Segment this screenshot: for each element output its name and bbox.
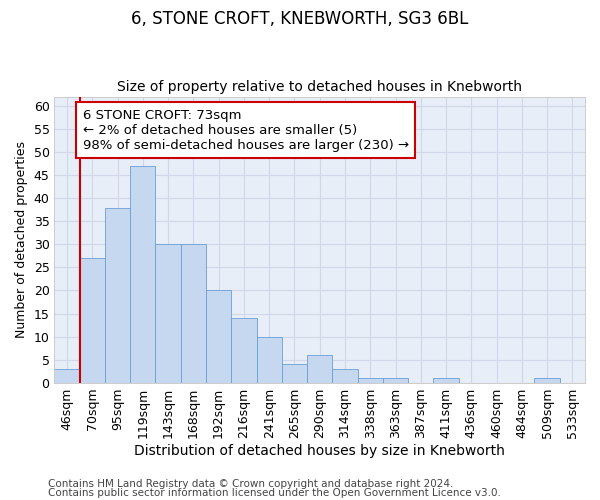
Bar — [130, 166, 155, 382]
Text: Contains HM Land Registry data © Crown copyright and database right 2024.: Contains HM Land Registry data © Crown c… — [48, 479, 454, 489]
Bar — [80, 258, 105, 382]
Text: 6, STONE CROFT, KNEBWORTH, SG3 6BL: 6, STONE CROFT, KNEBWORTH, SG3 6BL — [131, 10, 469, 28]
Bar — [257, 336, 282, 382]
Bar — [358, 378, 383, 382]
Bar — [231, 318, 257, 382]
Bar — [307, 355, 332, 382]
Bar — [433, 378, 458, 382]
Y-axis label: Number of detached properties: Number of detached properties — [15, 142, 28, 338]
Bar — [535, 378, 560, 382]
Bar — [206, 290, 231, 382]
Bar — [155, 244, 181, 382]
X-axis label: Distribution of detached houses by size in Knebworth: Distribution of detached houses by size … — [134, 444, 505, 458]
Text: 6 STONE CROFT: 73sqm
← 2% of detached houses are smaller (5)
98% of semi-detache: 6 STONE CROFT: 73sqm ← 2% of detached ho… — [83, 108, 409, 152]
Bar — [282, 364, 307, 382]
Bar — [332, 369, 358, 382]
Text: Contains public sector information licensed under the Open Government Licence v3: Contains public sector information licen… — [48, 488, 501, 498]
Bar — [181, 244, 206, 382]
Bar — [105, 208, 130, 382]
Bar — [383, 378, 408, 382]
Bar — [55, 369, 80, 382]
Title: Size of property relative to detached houses in Knebworth: Size of property relative to detached ho… — [117, 80, 522, 94]
